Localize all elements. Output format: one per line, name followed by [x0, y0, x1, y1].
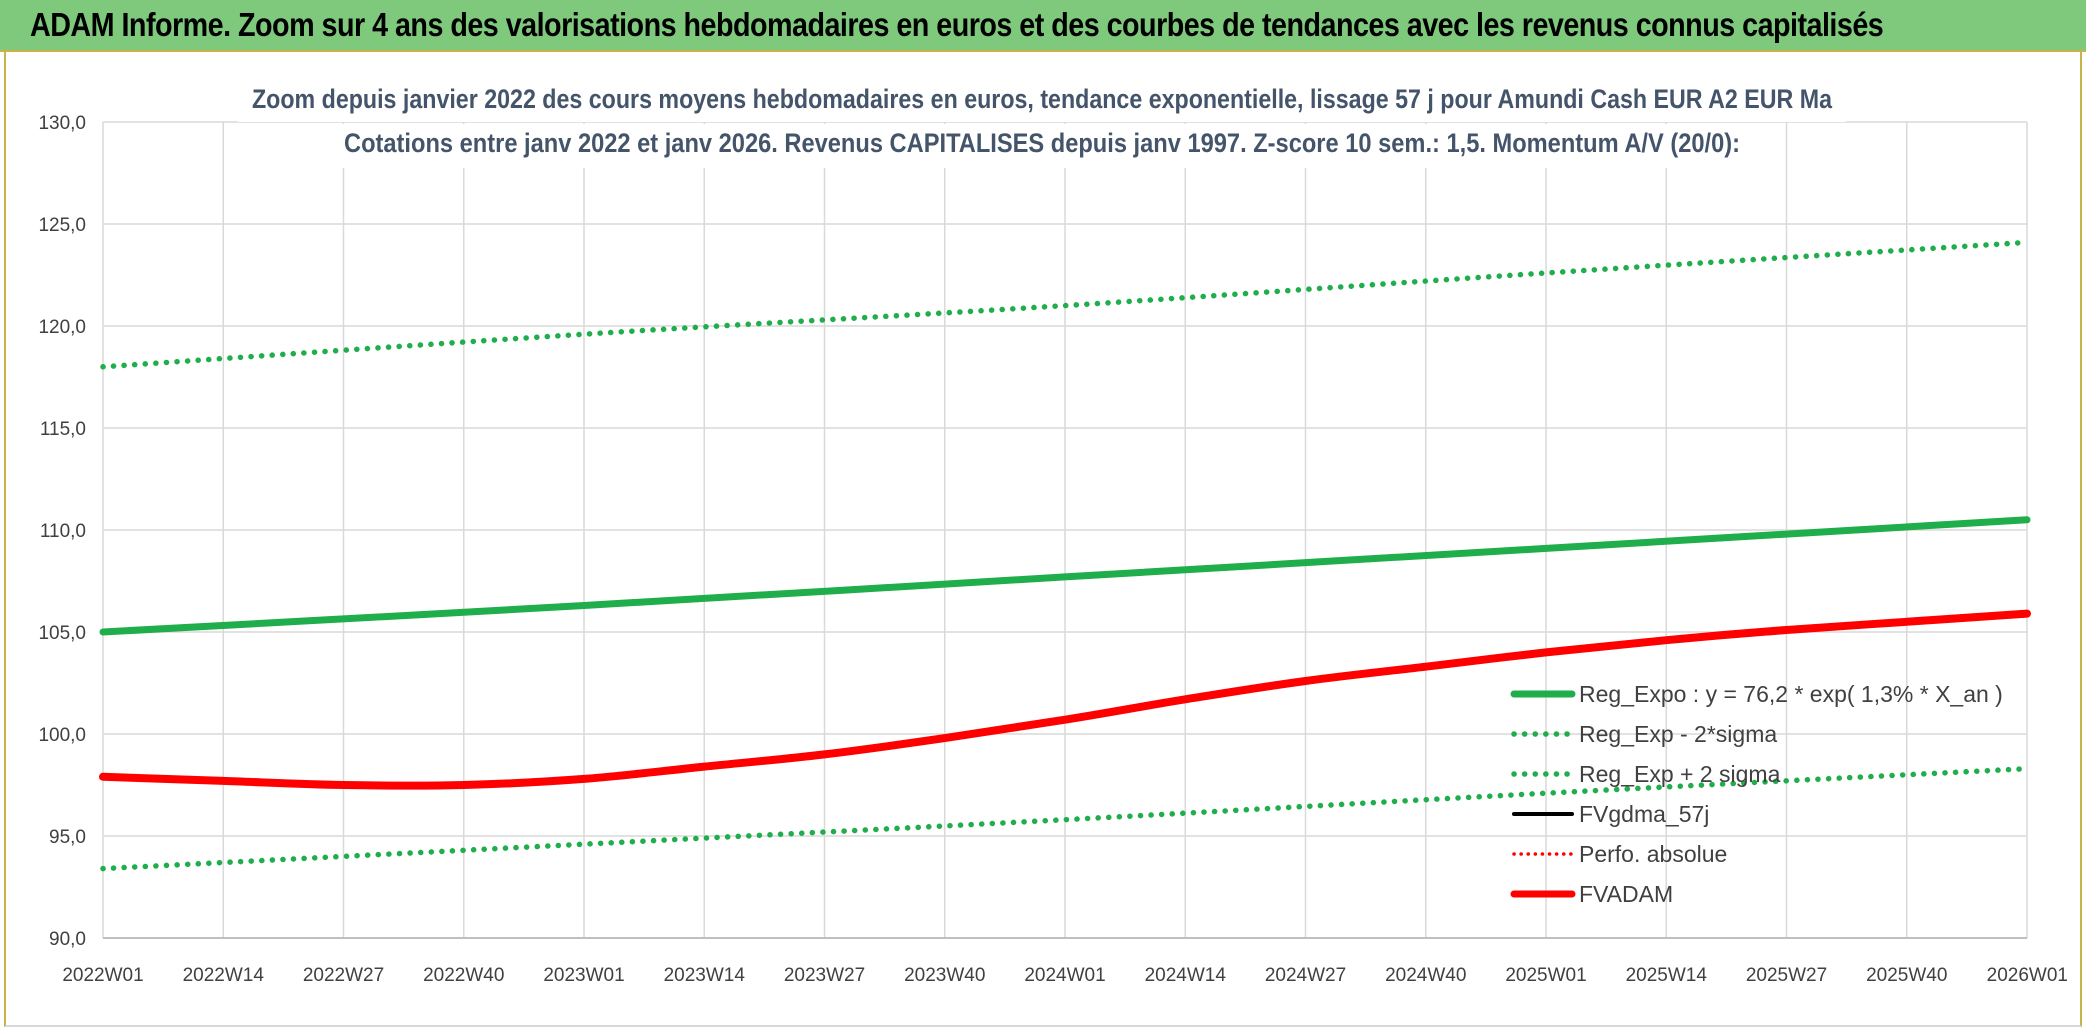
x-tick-label: 2024W01	[1024, 965, 1105, 986]
x-tick-label: 2025W14	[1626, 965, 1708, 986]
x-tick-label: 2022W27	[303, 965, 384, 986]
y-tick-label: 130,0	[38, 113, 86, 134]
chart-frame	[4, 52, 2082, 1027]
y-tick-label: 100,0	[38, 725, 86, 746]
chart-title: Zoom depuis janvier 2022 des cours moyen…	[238, 74, 1846, 168]
x-tick-label: 2022W01	[62, 965, 143, 986]
legend-label-perfo-absolue: Perfo. absolue	[1579, 841, 1727, 867]
chart-title-line2: Cotations entre janv 2022 et janv 2026. …	[344, 128, 1740, 158]
y-tick-label: 90,0	[49, 929, 86, 950]
series-reg-expo	[99, 516, 2031, 636]
grid-lines	[102, 121, 2028, 939]
y-tick-label: 95,0	[49, 827, 86, 848]
x-tick-label: 2025W27	[1746, 965, 1827, 986]
x-tick-label: 2023W27	[784, 965, 865, 986]
legend-label-fvadam: FVADAM	[1579, 881, 1673, 907]
legend: Reg_Expo : y = 76,2 * exp( 1,3% * X_an )…	[1510, 681, 2003, 907]
y-tick-label: 125,0	[38, 215, 86, 236]
series-fvadam	[99, 609, 2031, 790]
x-tick-label: 2025W40	[1866, 965, 1947, 986]
banner-title: ADAM Informe. Zoom sur 4 ans des valoris…	[30, 6, 1884, 43]
y-tick-label: 110,0	[40, 521, 86, 542]
series-reg-exp-minus-2sigma	[100, 765, 2030, 872]
series-reg-exp-plus-2sigma	[100, 239, 2030, 370]
x-tick-label: 2023W14	[664, 965, 746, 986]
x-tick-label: 2023W40	[904, 965, 985, 986]
x-tick-label: 2026W01	[1987, 965, 2068, 986]
x-tick-label: 2022W14	[183, 965, 265, 986]
x-tick-label: 2023W01	[543, 965, 624, 986]
y-tick-label: 115,0	[40, 419, 86, 440]
y-tick-label: 105,0	[38, 623, 86, 644]
title-line2-backdrop	[320, 124, 1766, 168]
x-tick-label: 2024W40	[1385, 965, 1466, 986]
legend-label-reg-expo: Reg_Expo : y = 76,2 * exp( 1,3% * X_an )	[1579, 681, 2003, 707]
y-tick-label: 120,0	[38, 317, 86, 338]
x-tick-label: 2025W01	[1505, 965, 1586, 986]
x-tick-label: 2024W27	[1265, 965, 1346, 986]
chart-title-line1: Zoom depuis janvier 2022 des cours moyen…	[252, 84, 1833, 114]
title-line1-backdrop	[238, 74, 1846, 122]
legend-label-reg-exp-plus-2sigma: Reg_Exp + 2 sigma	[1579, 761, 1781, 787]
axes: 90,0 95,0 100,0 105,0 110,0 115,0 120,0 125,0 13…	[38, 113, 2068, 986]
legend-label-reg-exp-minus-2sigma: Reg_Exp - 2*sigma	[1579, 721, 1777, 747]
header-banner: ADAM Informe. Zoom sur 4 ans des valoris…	[0, 0, 2086, 52]
x-tick-label: 2022W40	[423, 965, 504, 986]
series-lines	[99, 239, 2031, 872]
legend-label-fvgdma-57j: FVgdma_57j	[1579, 801, 1709, 827]
x-tick-label: 2024W14	[1145, 965, 1227, 986]
